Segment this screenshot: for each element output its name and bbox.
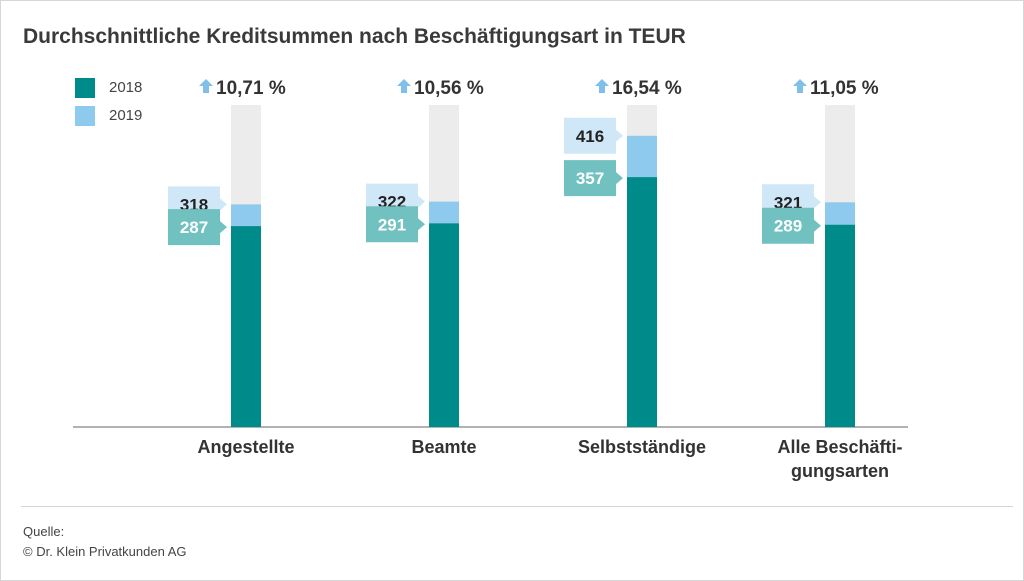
arrow-up-icon (595, 79, 609, 93)
data-label-2018-box (168, 209, 227, 246)
legend-swatch-2018 (75, 78, 95, 98)
bar-2019 (825, 202, 855, 225)
legend-label-2019: 2019 (109, 107, 143, 124)
change-label: 10,71 % (216, 78, 286, 99)
bar-2018 (627, 177, 657, 427)
source-text: © Dr. Klein Privatkunden AG (23, 544, 187, 559)
category-label: gungsarten (791, 461, 889, 481)
source-label: Quelle: (23, 524, 65, 539)
footer-divider (21, 506, 1013, 507)
data-label-2018: 291 (378, 215, 406, 234)
change-label: 16,54 % (612, 78, 682, 99)
category-label: Selbstständige (578, 437, 706, 457)
category-label: Alle Beschäfti- (777, 437, 902, 457)
arrow-up-icon (199, 79, 213, 93)
data-label-2018: 357 (576, 169, 604, 188)
data-label-2019: 416 (576, 127, 604, 146)
arrow-up-icon (397, 79, 411, 93)
data-label-2019: 321 (774, 193, 802, 212)
data-label-2018-box (366, 206, 425, 243)
legend-swatch-2019 (75, 106, 95, 126)
bar-2018 (231, 226, 261, 427)
bar-2019 (627, 135, 657, 178)
data-label-2018-box (564, 160, 623, 197)
bar-2019 (429, 201, 459, 224)
chart-title: Durchschnittliche Kreditsummen nach Besc… (23, 25, 686, 48)
category-label: Angestellte (197, 437, 294, 457)
data-label-2018-box (762, 207, 821, 244)
data-label-2019-box (564, 117, 623, 154)
arrow-up-icon (793, 79, 807, 93)
data-label-2018: 289 (774, 217, 802, 236)
source-note: Quelle: © Dr. Klein Privatkunden AG (23, 522, 187, 562)
change-label: 10,56 % (414, 78, 484, 99)
bar-2019 (231, 204, 261, 227)
legend-label-2018: 2018 (109, 79, 143, 96)
bar-2018 (429, 223, 459, 427)
data-label-2018: 287 (180, 218, 208, 237)
change-label: 11,05 % (810, 78, 879, 99)
category-label: Beamte (411, 437, 476, 457)
bar-2018 (825, 224, 855, 427)
